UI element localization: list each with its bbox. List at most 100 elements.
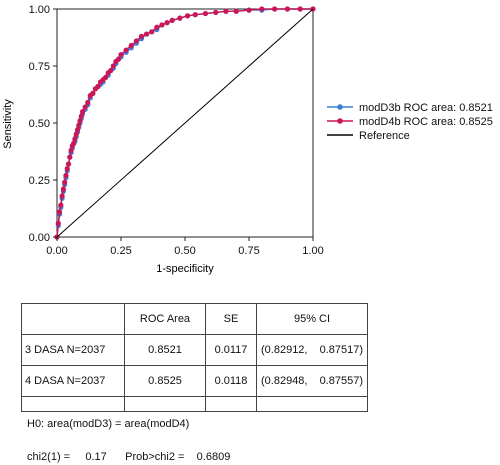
data-point (108, 67, 114, 74)
data-point (164, 20, 170, 26)
y-tick-label: 1.00 (29, 4, 50, 16)
data-point (284, 6, 290, 12)
data-point (213, 9, 219, 16)
data-point (71, 140, 77, 147)
ci-high: 0.87517) (319, 344, 363, 356)
roc-area-cell: 0.8525 (124, 365, 206, 397)
hypothesis-note: H0: area(modD3) = area(modD4) (27, 418, 190, 430)
data-point (169, 17, 175, 23)
x-tick-label: 1.00 (302, 245, 323, 257)
y-tick-label: 0.75 (29, 61, 50, 73)
data-point (184, 13, 191, 19)
data-point (55, 220, 61, 226)
data-point (202, 10, 209, 17)
x-tick-label: 0.25 (110, 245, 131, 257)
data-point (246, 7, 252, 13)
x-tick-label: 0.75 (238, 245, 259, 257)
y-axis: 0.00 0.25 0.50 0.75 1.00 (29, 4, 57, 244)
legend: modD3b ROC area: 0.8521 modD4b ROC area: … (327, 102, 493, 142)
ci-high: 0.87557) (319, 375, 363, 387)
data-point (59, 193, 65, 199)
table-header-row: ROC Area SE 95% CI (21, 303, 368, 335)
data-point (272, 6, 278, 12)
data-point (56, 209, 63, 215)
legend-label: modD3b ROC area: 0.8521 (359, 102, 493, 114)
plot-area (54, 6, 316, 240)
se-cell: 0.0117 (205, 334, 257, 366)
row-label: 3 DASA N=2037 (21, 334, 125, 366)
series-2 (56, 8, 314, 238)
data-point (297, 6, 303, 12)
data-point (128, 42, 134, 49)
data-point (67, 154, 73, 160)
legend-label: modD4b ROC area: 0.8525 (359, 116, 493, 128)
data-point (95, 83, 101, 90)
data-point (82, 104, 88, 110)
table-header-cell: SE (205, 303, 257, 335)
data-point (72, 136, 78, 142)
legend-marker (337, 118, 343, 124)
data-point (65, 161, 72, 167)
series-1 (54, 6, 316, 240)
data-point (63, 172, 69, 179)
data-point (177, 15, 183, 21)
data-point (73, 131, 79, 137)
data-point (76, 122, 82, 128)
se-cell: 0.0118 (205, 365, 257, 397)
y-tick-label: 0.50 (29, 118, 50, 130)
table-row: 4 DASA N=2037 0.8525 0.0118 (0.82948, 0.… (21, 365, 368, 397)
data-point (68, 147, 74, 153)
table-blank-cell (21, 396, 125, 412)
y-tick-label: 0.25 (29, 175, 50, 187)
ci-cell: (0.82948, 0.87557) (256, 365, 368, 397)
data-point (138, 33, 145, 39)
data-point (62, 179, 68, 185)
table-row: 3 DASA N=2037 0.8521 0.0117 (0.82912, 0.… (21, 334, 368, 366)
chi-square-note: chi2(1) = 0.17 Prob>chi2 = 0.6809 (27, 451, 231, 463)
series-line (56, 8, 314, 238)
data-point (85, 99, 91, 106)
data-point (74, 127, 81, 133)
data-point (77, 118, 83, 124)
data-point (58, 202, 64, 208)
table-header-cell: 95% CI (256, 303, 368, 335)
table-header-cell (21, 303, 125, 335)
data-point (144, 31, 150, 37)
x-tick-label: 0.50 (174, 245, 195, 257)
data-point (223, 8, 229, 14)
data-point (149, 29, 155, 35)
ci-cell: (0.82912, 0.87517) (256, 334, 368, 366)
x-tick-label: 0.00 (46, 245, 67, 257)
table-header-cell: ROC Area (124, 303, 206, 335)
ci-low: (0.82912, (261, 344, 308, 356)
data-point (118, 52, 124, 58)
data-point (64, 166, 70, 172)
roc-area-cell: 0.8521 (124, 334, 206, 366)
data-point (103, 74, 109, 80)
data-point (60, 186, 66, 192)
table-blank-row (21, 396, 368, 412)
data-point (110, 63, 116, 69)
data-point (192, 12, 198, 18)
data-point (123, 47, 129, 53)
data-point (233, 8, 239, 14)
table-blank-cell (256, 396, 368, 412)
data-point (115, 56, 122, 62)
data-point (259, 6, 265, 12)
x-axis-label: 1-specificity (156, 263, 214, 275)
x-axis: 0.00 0.25 0.50 0.75 1.00 (46, 237, 324, 257)
table-blank-cell (205, 396, 257, 412)
y-axis-label: Sensitivity (2, 99, 14, 149)
data-point (133, 38, 139, 44)
row-label: 4 DASA N=2037 (21, 365, 125, 397)
data-point (90, 90, 96, 96)
legend-marker (337, 104, 343, 110)
y-tick-label: 0.00 (29, 232, 50, 244)
data-point (154, 24, 160, 30)
legend-label: Reference (359, 130, 410, 142)
data-point (80, 109, 86, 115)
roc-comparison-table: ROC Area SE 95% CI 3 DASA N=2037 0.8521 … (21, 303, 368, 412)
table-blank-cell (124, 396, 206, 412)
roc-chart: 0.00 0.25 0.50 0.75 1.00 0.00 0.25 0.50 0.75 1.0… (2, 4, 493, 275)
data-point (159, 22, 165, 28)
